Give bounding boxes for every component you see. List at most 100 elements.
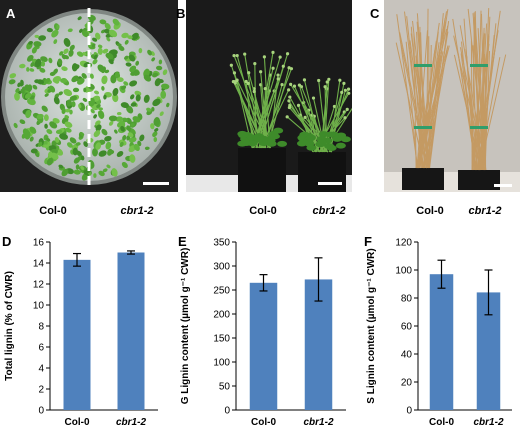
chart-e-y-tick-label: 200 — [213, 310, 230, 321]
seedling — [75, 164, 80, 170]
flower-bud — [345, 107, 349, 111]
flower-bud — [263, 86, 267, 91]
chart-e-y-tick-label: 50 — [219, 382, 231, 393]
flower-bud — [244, 79, 248, 84]
chart-e-y-label: G Lignin content (µmol g⁻¹ CWR) — [180, 248, 191, 405]
dry-stem — [425, 51, 442, 169]
chart-d-y-label: Total lignin (% of CWR) — [4, 271, 15, 381]
seedling — [29, 136, 34, 142]
seedling — [115, 116, 124, 122]
seedling — [22, 128, 30, 137]
seedling — [69, 137, 77, 144]
flower-bud — [285, 115, 289, 119]
seedling — [66, 99, 72, 107]
seedling — [98, 107, 103, 111]
flower-bud — [280, 82, 284, 87]
seedling — [72, 64, 80, 70]
chart-d-y-tick-label: 0 — [38, 406, 44, 417]
seedling — [150, 123, 155, 130]
seedling — [103, 28, 111, 34]
rosette-leaf — [240, 139, 251, 146]
pot-cbr1-2 — [298, 152, 346, 192]
dry-stem — [457, 53, 478, 171]
chart-d-y-tick-label: 6 — [38, 343, 44, 354]
seedling — [116, 77, 124, 82]
seedling — [93, 54, 98, 60]
seedling — [46, 129, 53, 135]
chart-f-y-tick-label: 60 — [401, 322, 413, 333]
seedling — [43, 144, 49, 148]
seedling — [135, 60, 140, 66]
seedling — [65, 127, 72, 133]
flower-bud — [303, 115, 307, 119]
panel-letter-c: C — [370, 6, 380, 21]
label-b-cbr1-2: cbr1-2 — [312, 205, 346, 217]
seedling — [63, 48, 69, 55]
seedling — [92, 148, 98, 157]
chart-e-y-tick-label: 300 — [213, 262, 230, 273]
flower-bud — [276, 77, 280, 81]
chart-f-y-tick-label: 120 — [395, 238, 412, 249]
seedling — [48, 57, 53, 64]
seedling — [25, 109, 32, 119]
rosette-leaf — [306, 144, 317, 151]
seedling — [96, 103, 101, 109]
seedling — [105, 52, 114, 60]
seedling — [97, 64, 105, 73]
chart-f-y-tick-label: 80 — [401, 294, 413, 305]
flower-bud — [235, 78, 239, 83]
seedling — [104, 69, 110, 74]
seedling — [80, 155, 85, 161]
seedling — [27, 84, 33, 92]
seedling — [72, 147, 79, 156]
rosette-leaf — [316, 139, 327, 146]
seedling — [112, 87, 119, 96]
seedling — [92, 59, 98, 65]
seedling — [146, 107, 152, 112]
seedling — [64, 121, 73, 128]
rosette-leaf — [296, 140, 307, 147]
seedling — [71, 101, 76, 108]
flower-bud — [252, 89, 256, 94]
dry-stem — [478, 57, 501, 171]
seedling — [155, 65, 163, 71]
seedling — [79, 28, 83, 33]
plant-stem — [248, 72, 271, 149]
flower-bud — [287, 88, 291, 92]
seedling — [59, 51, 64, 56]
dry-stem — [482, 8, 490, 171]
seedling — [60, 78, 68, 84]
seedling — [118, 45, 125, 51]
seedling — [99, 19, 107, 25]
flower-bud — [327, 77, 331, 81]
seedling — [43, 114, 49, 122]
seedling — [30, 61, 35, 67]
seedling — [129, 80, 138, 87]
seedling — [69, 109, 73, 115]
seedling — [44, 93, 49, 97]
seedling — [98, 170, 105, 177]
rosette-leaf — [273, 127, 284, 134]
seedling — [120, 85, 127, 90]
seedling — [13, 122, 18, 129]
seedling — [80, 132, 85, 137]
flower-bud — [289, 82, 293, 86]
seedling — [101, 128, 108, 136]
seedling — [98, 110, 105, 119]
panel-b-photo — [186, 0, 352, 192]
seedling — [82, 98, 88, 102]
flower-bud — [342, 81, 346, 85]
flower-bud — [232, 71, 237, 75]
scale-bar-a — [143, 182, 169, 185]
seedling — [19, 82, 24, 87]
seedling — [108, 58, 114, 65]
seedling — [78, 103, 82, 109]
flower-bud — [346, 87, 351, 91]
rosette-leaf — [324, 143, 335, 150]
dry-stem — [405, 41, 418, 169]
seedling — [53, 96, 60, 105]
seedling — [34, 151, 40, 158]
flower-bud — [297, 83, 302, 87]
seedling — [124, 55, 129, 60]
seedling — [41, 105, 48, 112]
